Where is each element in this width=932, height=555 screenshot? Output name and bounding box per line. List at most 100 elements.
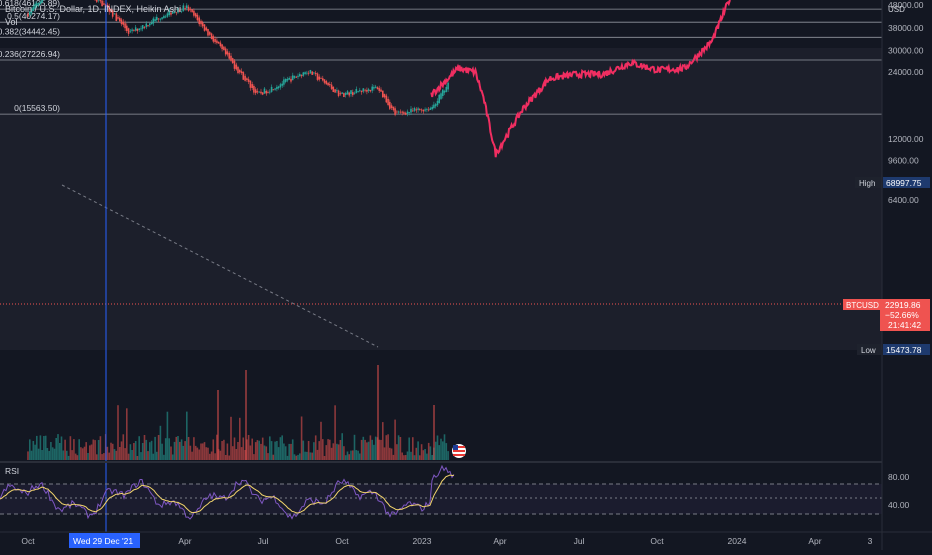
volume-bar [34, 445, 36, 460]
candle-body [294, 76, 296, 78]
candle-body [401, 112, 403, 113]
volume-bar [308, 441, 310, 460]
candle-body [410, 109, 412, 113]
volume-bar [389, 448, 391, 460]
volume-bar [234, 438, 236, 461]
volume-bar [281, 435, 283, 460]
volume-bar [371, 440, 373, 460]
current-change: −52.66% [885, 310, 919, 320]
volume-bar [77, 455, 79, 460]
volume-bar [31, 451, 33, 460]
price-tick: 12000.00 [888, 134, 924, 144]
volume-bar [440, 439, 442, 460]
candle-body [151, 23, 153, 25]
candle-body [433, 105, 435, 108]
candle-body [163, 16, 165, 18]
candle-body [301, 75, 303, 76]
candle-body [117, 17, 119, 18]
volume-bar [396, 444, 398, 460]
volume-bar [290, 444, 292, 460]
time-label: 3 [868, 536, 873, 546]
volume-bar [336, 444, 338, 460]
current-price: 22919.86 [885, 300, 921, 310]
volume-bar [63, 451, 65, 461]
candle-body [437, 101, 439, 105]
volume-bar [377, 365, 379, 460]
candle-body [146, 24, 148, 28]
candle-body [389, 102, 391, 109]
candle-body [303, 72, 305, 75]
volume-label[interactable]: Vol [5, 17, 18, 27]
volume-bar [66, 451, 68, 460]
volume-bar [217, 390, 219, 460]
volume-bar [352, 450, 354, 460]
volume-bar [430, 446, 432, 460]
volume-bar [416, 448, 418, 460]
volume-bar [206, 447, 208, 460]
volume-bar [137, 456, 139, 460]
volume-bar [179, 442, 181, 460]
candle-body [130, 31, 132, 32]
volume-bar [366, 442, 368, 460]
candle-body [160, 19, 162, 20]
volume-bar [168, 438, 170, 460]
volume-bar [149, 442, 151, 460]
volume-bar [322, 439, 324, 460]
candle-body [271, 87, 273, 92]
volume-bar [356, 450, 358, 460]
candle-body [41, 0, 43, 3]
volume-bar [253, 454, 255, 460]
volume-bar [245, 370, 247, 460]
candle-body [206, 28, 208, 31]
candle-body [96, 0, 98, 2]
volume-bar [294, 454, 296, 460]
candle-body [310, 70, 312, 73]
candle-body [225, 49, 227, 55]
candle-body [137, 29, 139, 31]
candle-body [269, 92, 271, 93]
candle-body [274, 89, 276, 90]
candle-body [149, 24, 151, 26]
volume-bar [121, 441, 123, 460]
volume-bar [227, 444, 229, 461]
volume-bar [414, 455, 416, 460]
candle-body [387, 99, 389, 105]
chart-title[interactable]: Bitcoin / U.S. Dollar, 1D, INDEX, Heikin… [5, 4, 181, 14]
candle-body [100, 0, 102, 1]
candle-body [188, 7, 190, 11]
candle-body [343, 93, 345, 97]
candle-body [193, 11, 195, 16]
volume-bar [303, 441, 305, 460]
candle-body [340, 93, 342, 94]
volume-bar [114, 449, 116, 460]
volume-bar [421, 444, 423, 460]
us-flag-icon[interactable] [452, 444, 466, 458]
volume-bar [84, 447, 86, 460]
volume-bar [361, 440, 363, 460]
volume-bar [119, 447, 121, 460]
candle-body [228, 53, 230, 59]
volume-bar [255, 442, 257, 460]
candle-body [121, 20, 123, 25]
candle-body [244, 76, 246, 81]
volume-bar [36, 436, 38, 460]
candle-body [126, 26, 128, 31]
volume-bar [236, 449, 238, 460]
volume-bar [190, 446, 192, 460]
volume-bar [209, 454, 211, 460]
price-axis[interactable] [882, 0, 932, 532]
candle-body [329, 84, 331, 85]
volume-bar [306, 452, 308, 460]
candle-body [324, 79, 326, 83]
candle-body [264, 89, 266, 94]
candle-body [218, 42, 220, 44]
candle-body [306, 73, 308, 74]
volume-bar [228, 456, 230, 461]
fib-level-label: 0.382(34442.45) [0, 26, 60, 36]
candle-body [156, 17, 158, 20]
time-label: Apr [178, 536, 191, 546]
volume-bar [431, 455, 433, 460]
